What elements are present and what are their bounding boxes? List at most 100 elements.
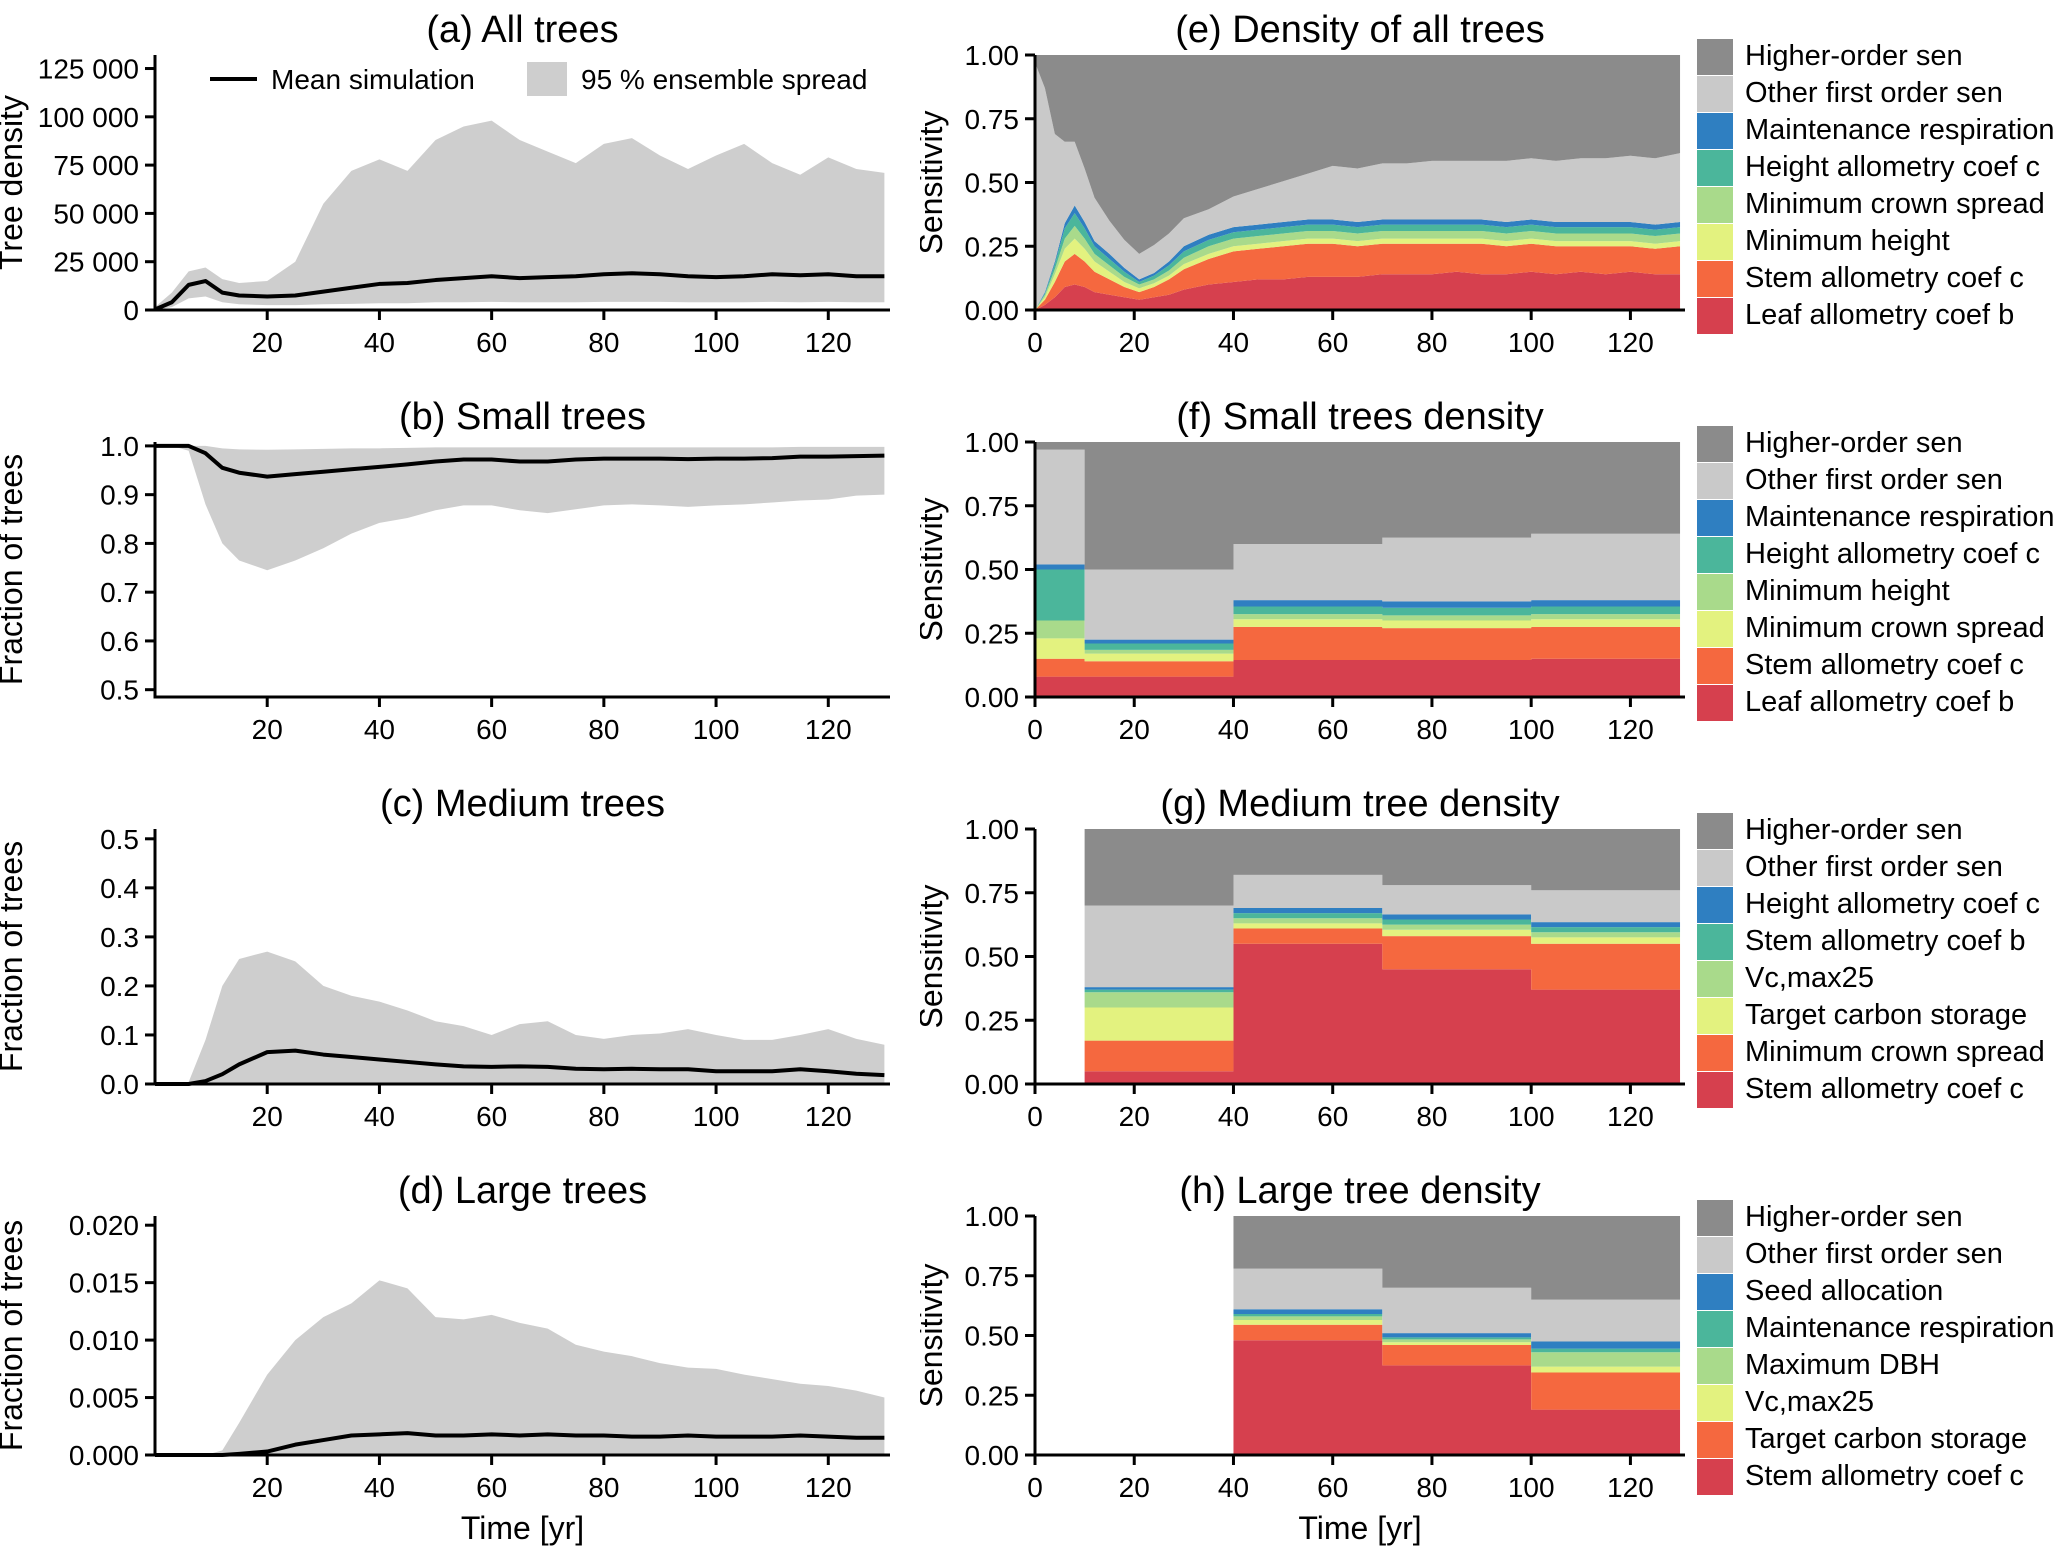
svg-text:0: 0 (1027, 1472, 1043, 1503)
panel-g-legend: Higher-order sen Other first order sen Hei… (1697, 812, 2067, 1108)
svg-text:0.75: 0.75 (965, 491, 1020, 522)
legend-label: Other first order sen (1745, 851, 2003, 883)
svg-text:60: 60 (476, 327, 507, 358)
svg-text:40: 40 (364, 714, 395, 745)
legend-swatch (1697, 812, 1733, 849)
legend-swatch (1697, 186, 1733, 223)
svg-text:20: 20 (252, 1101, 283, 1132)
panel-g-plot: 0 20 40 60 80 100 120 0.00 0.25 0.50 0.75 1.00 (g) M… (920, 783, 1685, 1132)
panel-f: 0 20 40 60 80 100 120 0.00 0.25 0.50 0.75 1.00 (f) S… (920, 387, 1700, 774)
svg-text:20: 20 (252, 327, 283, 358)
svg-text:100: 100 (693, 714, 740, 745)
legend-swatch (1697, 112, 1733, 149)
legend-swatch (1697, 1458, 1733, 1495)
panel-g: 0 20 40 60 80 100 120 0.00 0.25 0.50 0.75 1.00 (g) M… (920, 774, 1700, 1161)
svg-text:Mean simulation: Mean simulation (271, 64, 475, 95)
svg-text:40: 40 (364, 1472, 395, 1503)
legend-label: Minimum height (1745, 575, 1950, 607)
legend-item: Stem allometry coef c (1697, 1071, 2067, 1108)
legend-item: Maintenance respiration (1697, 112, 2067, 149)
legend-label: Minimum crown spread (1745, 188, 2045, 220)
svg-text:0.015: 0.015 (69, 1268, 139, 1299)
svg-text:80: 80 (588, 714, 619, 745)
svg-text:0: 0 (1027, 1101, 1043, 1132)
svg-text:120: 120 (1607, 1472, 1654, 1503)
svg-text:0.9: 0.9 (100, 480, 139, 511)
legend-swatch (1697, 573, 1733, 610)
svg-text:40: 40 (364, 327, 395, 358)
panel-a-plot: Mean simulation 95 % ensemble spread 20 40 6… (0, 9, 890, 358)
legend-item: Stem allometry coef c (1697, 647, 2067, 684)
svg-text:60: 60 (1317, 1472, 1348, 1503)
svg-text:80: 80 (1416, 1101, 1447, 1132)
svg-text:25 000: 25 000 (53, 247, 139, 278)
svg-text:80: 80 (1416, 714, 1447, 745)
svg-text:0.50: 0.50 (965, 555, 1020, 586)
svg-text:(h) Large tree density: (h) Large tree density (1179, 1170, 1540, 1212)
panel-e: 0 20 40 60 80 100 120 0.00 0.25 0.50 0.75 1.00 (e) D… (920, 0, 1700, 387)
legend-item: Height allometry coef c (1697, 149, 2067, 186)
panel-h-plot: 0 20 40 60 80 100 120 0.00 0.25 0.50 0.75 1.00 (h) L… (920, 1170, 1685, 1546)
svg-text:Sensitivity: Sensitivity (920, 110, 949, 254)
svg-text:20: 20 (1119, 1472, 1150, 1503)
svg-text:0.2: 0.2 (100, 971, 139, 1002)
legend-swatch (1697, 536, 1733, 573)
svg-text:0.50: 0.50 (965, 168, 1020, 199)
panel-c: 20 40 60 80 100 120 0.0 0.1 0.2 0.3 0.4 0.5 (c) Medi… (0, 774, 920, 1161)
legend-label: Target carbon storage (1745, 1423, 2028, 1455)
legend-label: Maintenance respiration (1745, 501, 2055, 533)
svg-text:20: 20 (1119, 327, 1150, 358)
svg-text:Sensitivity: Sensitivity (920, 1263, 949, 1407)
legend-item: Minimum crown spread (1697, 610, 2067, 647)
legend-label: Other first order sen (1745, 464, 2003, 496)
legend-swatch (1697, 960, 1733, 997)
svg-text:100: 100 (1508, 714, 1555, 745)
svg-text:60: 60 (476, 1472, 507, 1503)
svg-text:Fraction of trees: Fraction of trees (0, 454, 29, 685)
panel-h-legend: Higher-order sen Other first order sen See… (1697, 1199, 2067, 1495)
legend-item: Target carbon storage (1697, 1421, 2067, 1458)
svg-text:40: 40 (364, 1101, 395, 1132)
svg-text:0.1: 0.1 (100, 1020, 139, 1051)
panel-b-plot: 20 40 60 80 100 120 0.5 0.6 0.7 0.8 0.9 1.0 (b) Smal… (0, 396, 890, 745)
legend-label: Higher-order sen (1745, 814, 1963, 846)
svg-text:Fraction of trees: Fraction of trees (0, 841, 29, 1072)
svg-text:120: 120 (805, 1472, 852, 1503)
legend-item: Minimum crown spread (1697, 186, 2067, 223)
legend-swatch (1697, 1347, 1733, 1384)
legend-swatch (1697, 1034, 1733, 1071)
svg-text:0.010: 0.010 (69, 1325, 139, 1356)
svg-text:Tree density: Tree density (0, 95, 29, 270)
svg-text:100: 100 (693, 1472, 740, 1503)
svg-text:125 000: 125 000 (38, 54, 139, 85)
svg-text:100: 100 (693, 1101, 740, 1132)
legend-swatch (1697, 1199, 1733, 1236)
legend-item: Minimum height (1697, 223, 2067, 260)
svg-text:0.8: 0.8 (100, 528, 139, 559)
legend-swatch (1697, 38, 1733, 75)
svg-text:120: 120 (1607, 327, 1654, 358)
svg-text:Fraction of trees: Fraction of trees (0, 1220, 29, 1451)
svg-text:120: 120 (805, 327, 852, 358)
legend-item: Other first order sen (1697, 462, 2067, 499)
legend-item: Maintenance respiration (1697, 1310, 2067, 1347)
svg-text:0.020: 0.020 (69, 1210, 139, 1241)
legend-label: Maintenance respiration (1745, 114, 2055, 146)
svg-text:40: 40 (1218, 714, 1249, 745)
svg-text:80: 80 (1416, 1472, 1447, 1503)
svg-text:(b) Small trees: (b) Small trees (399, 396, 646, 438)
legend-swatch (1697, 1071, 1733, 1108)
svg-text:0.00: 0.00 (965, 682, 1020, 713)
legend-swatch (1697, 1421, 1733, 1458)
svg-text:20: 20 (252, 1472, 283, 1503)
legend-item: Vc,max25 (1697, 1384, 2067, 1421)
svg-text:0.3: 0.3 (100, 922, 139, 953)
legend-item: Vc,max25 (1697, 960, 2067, 997)
svg-text:100 000: 100 000 (38, 102, 139, 133)
legend-item: Target carbon storage (1697, 997, 2067, 1034)
panel-f-legend: Higher-order sen Other first order sen Mai… (1697, 425, 2067, 721)
legend-swatch (1697, 1310, 1733, 1347)
legend-label: Other first order sen (1745, 1238, 2003, 1270)
legend-label: Stem allometry coef c (1745, 1073, 2024, 1105)
svg-text:100: 100 (693, 327, 740, 358)
